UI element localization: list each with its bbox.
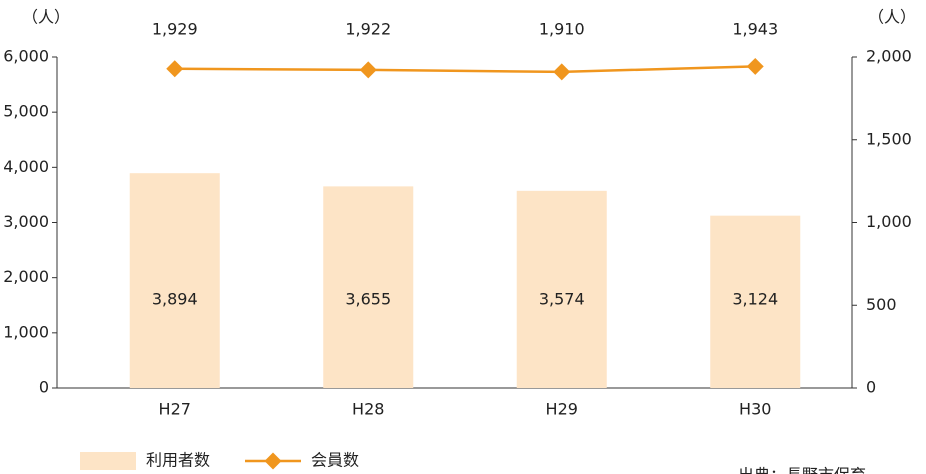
y-tick-label: 0	[39, 378, 49, 397]
y-tick-label: 3,000	[3, 212, 49, 231]
y-tick-label: 5,000	[3, 102, 49, 121]
y-tick-label: 2,000	[3, 267, 49, 286]
legend-marker	[264, 452, 282, 470]
line-label: 1,929	[152, 20, 198, 39]
marker	[166, 60, 184, 78]
y-tick-label: 6,000	[3, 47, 49, 66]
y2-unit: （人）	[868, 8, 916, 27]
line	[174, 65, 756, 74]
y-tick-label: 1,000	[3, 322, 49, 341]
bar	[516, 190, 607, 388]
bar-label: 3,894	[152, 290, 198, 309]
y2-tick-label: 500	[866, 295, 897, 314]
x-tick-label: H29	[546, 400, 578, 419]
line-label: 1,922	[345, 20, 391, 39]
y2-tick-label: 1,000	[866, 212, 912, 231]
marker	[746, 57, 764, 75]
bar-label: 3,574	[539, 290, 585, 309]
bar	[129, 173, 220, 388]
y2-tick-label: 1,500	[866, 129, 912, 148]
line-label: 1,943	[732, 20, 778, 39]
y2-tick-label: 0	[866, 378, 876, 397]
legend-label: 利用者数	[146, 451, 210, 470]
source: 出典：長野市保育	[738, 466, 866, 474]
bar-label: 3,655	[345, 290, 391, 309]
bar	[323, 186, 414, 388]
marker	[359, 61, 377, 79]
line-label: 1,910	[539, 20, 585, 39]
x-tick-label: H27	[159, 400, 191, 419]
x-tick-label: H30	[739, 400, 771, 419]
y-tick-label: 4,000	[3, 157, 49, 176]
legend-swatch	[80, 452, 136, 470]
bar-label: 3,124	[732, 290, 778, 309]
y-unit: （人）	[22, 8, 70, 27]
marker	[553, 63, 571, 81]
bar	[710, 215, 801, 388]
legend-label: 会員数	[311, 451, 359, 470]
x-tick-label: H28	[352, 400, 384, 419]
y2-tick-label: 2,000	[866, 47, 912, 66]
